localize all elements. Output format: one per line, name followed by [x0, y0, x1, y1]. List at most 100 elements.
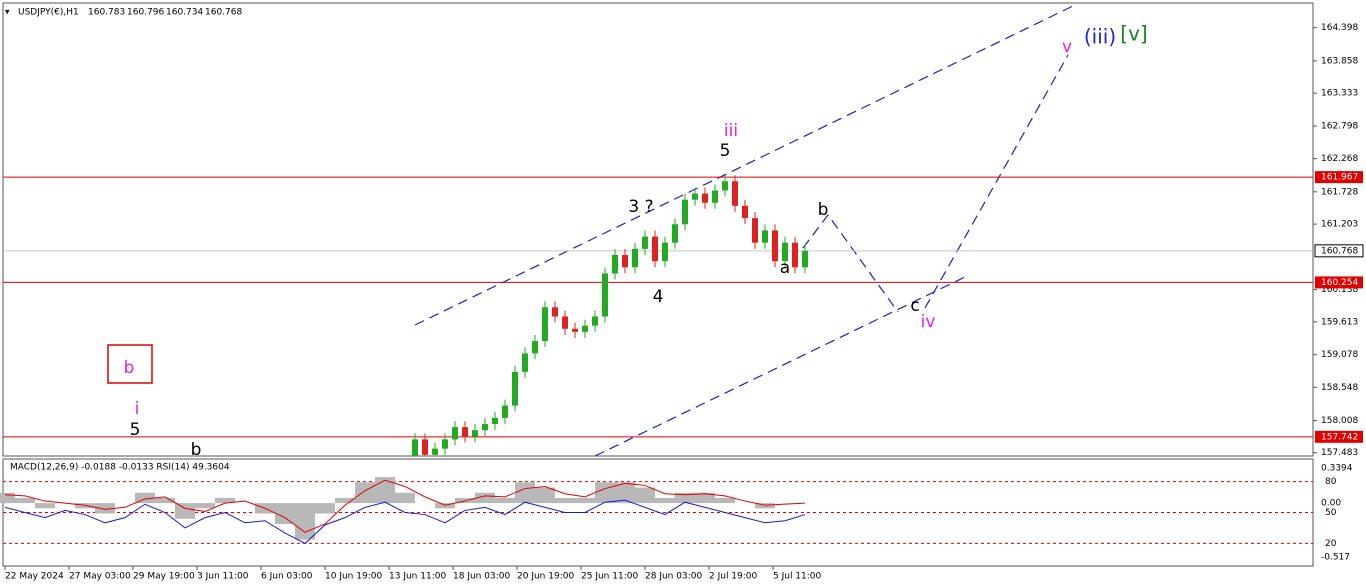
macd-bar — [495, 497, 515, 504]
y-tick-label: 164.398 — [1321, 23, 1358, 33]
projection — [924, 54, 1069, 309]
wave-label: c — [910, 296, 919, 316]
candle — [412, 439, 418, 456]
macd-bar — [455, 497, 475, 504]
wave-label: 3 ? — [628, 197, 653, 217]
candle — [632, 248, 638, 268]
candle — [472, 430, 478, 437]
wave-label: (iii) — [1084, 25, 1116, 49]
main-frame — [2, 2, 1314, 457]
x-tick-label: 28 Jun 03:00 — [645, 572, 702, 582]
macd-bar — [695, 492, 715, 504]
macd-bar — [395, 492, 415, 504]
wave-label: v — [1062, 37, 1072, 57]
x-tick-label: 13 Jun 11:00 — [389, 572, 446, 582]
candle — [552, 307, 558, 317]
symbol: USDJPY(€),H1 — [18, 8, 79, 18]
macd-bar — [595, 482, 615, 504]
macd-bar — [275, 503, 295, 524]
macd-bar — [435, 503, 455, 509]
macd-bar — [75, 503, 95, 509]
x-tick-label: 20 Jun 19:00 — [517, 572, 574, 582]
candle — [712, 190, 718, 203]
macd-tick-label: 0.00 — [1321, 499, 1341, 509]
wave-label: a — [780, 258, 790, 278]
quote: 160.796 — [127, 8, 164, 18]
candle — [452, 427, 458, 440]
candle — [612, 255, 618, 274]
y-tick-label: 159.613 — [1321, 317, 1358, 327]
y-tick-label: 163.333 — [1321, 89, 1358, 99]
wave-label: 4 — [653, 287, 664, 307]
candle — [442, 439, 448, 449]
x-tick-label: 25 Jun 11:00 — [581, 572, 638, 582]
candle — [502, 405, 508, 418]
candle — [742, 205, 748, 219]
y-tick-label: 161.728 — [1321, 187, 1358, 197]
x-tick-label: 3 Jun 11:00 — [197, 572, 249, 582]
candle — [592, 316, 598, 326]
quote: 160.734 — [166, 8, 203, 18]
candle — [532, 341, 538, 354]
candle — [482, 424, 488, 431]
wave-lines — [414, 4, 1076, 457]
candle — [792, 242, 798, 268]
candle — [462, 427, 468, 437]
macd-bar — [715, 497, 735, 504]
y-tick-label: 160.138 — [1321, 285, 1358, 295]
candle — [432, 448, 438, 455]
macd-bar — [0, 492, 15, 504]
price-label: 160.768 — [1321, 246, 1358, 256]
x-tick-label: 27 May 03:00 — [69, 572, 131, 582]
macd-bar — [15, 497, 35, 504]
wave-label: i — [135, 399, 140, 419]
price-tag — [1314, 244, 1364, 258]
quote: 160.783 — [88, 8, 125, 18]
upper-channel — [414, 4, 1076, 326]
level-label: 160.254 — [1321, 278, 1358, 288]
macd-bar — [335, 497, 355, 504]
candle — [752, 218, 758, 243]
macd-bar — [355, 482, 375, 504]
rsi-tick-label: 20 — [1325, 539, 1337, 549]
y-tick-label: 158.548 — [1321, 383, 1358, 393]
candle — [562, 316, 568, 329]
macd-bar — [655, 497, 675, 504]
rsi-line — [4, 499, 806, 544]
x-tick-label: 5 Jul 11:00 — [773, 572, 822, 582]
macd-bar — [615, 482, 635, 504]
wave-label: b — [191, 440, 202, 460]
x-tick-label: 18 Jun 03:00 — [453, 572, 510, 582]
candle — [522, 353, 528, 372]
macd-bar — [675, 492, 695, 504]
y-tick-label: 159.078 — [1321, 350, 1358, 360]
candle — [672, 224, 678, 243]
wave-label: iv — [921, 312, 936, 332]
macd-bar — [755, 503, 775, 509]
macd-bar — [555, 497, 575, 504]
candle — [542, 307, 548, 342]
indicator-label: MACD(12,26,9) -0.0188 -0.0133 RSI(14) 49… — [10, 463, 230, 473]
candle — [652, 236, 658, 262]
macd-bar — [375, 477, 395, 504]
candle — [642, 236, 648, 249]
menu-arrow: ▾ — [5, 8, 10, 18]
label-box — [107, 344, 153, 384]
macd-tick-label: 0.3394 — [1321, 463, 1353, 473]
macd-bar — [195, 503, 215, 509]
macd-bar — [535, 487, 555, 504]
candle — [732, 181, 738, 206]
macd-bar — [215, 497, 235, 504]
candle — [722, 181, 728, 191]
macd-signal — [4, 479, 806, 533]
lower-channel — [594, 276, 966, 457]
macd-bar — [95, 503, 115, 514]
x-tick-label: 29 May 19:00 — [133, 572, 195, 582]
projection — [802, 213, 899, 313]
wave-label: 5 — [720, 141, 731, 161]
x-tick-label: 10 Jun 19:00 — [325, 572, 382, 582]
candle — [572, 328, 578, 332]
y-tick-label: 162.268 — [1321, 154, 1358, 164]
wave-label: [v] — [1120, 22, 1147, 46]
macd-bar — [175, 503, 195, 519]
